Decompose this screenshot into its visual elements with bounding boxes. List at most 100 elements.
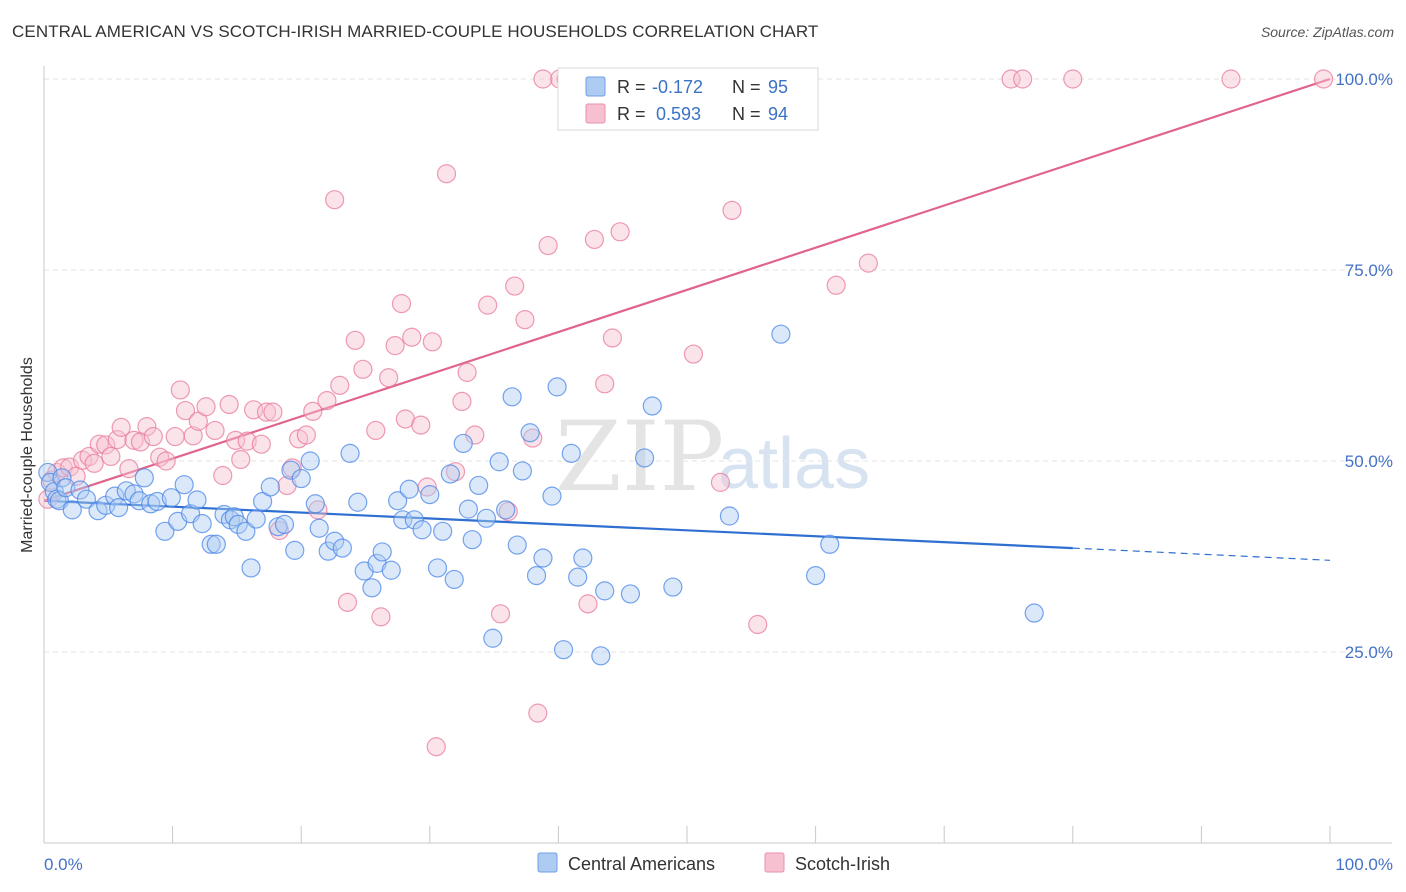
point-central-americans: [108, 498, 129, 518]
point-central-americans: [318, 541, 338, 561]
point-scotch-irish: [156, 451, 176, 471]
point-central-americans: [568, 567, 588, 587]
point-central-americans: [388, 491, 408, 511]
point-central-americans: [155, 521, 175, 541]
watermark: ZIP atlas: [555, 401, 870, 513]
legend-r-value-central-americans: -0.172: [652, 77, 703, 97]
point-scotch-irish: [1221, 69, 1241, 89]
legend-r-label: R =: [617, 104, 646, 124]
point-scotch-irish: [533, 69, 553, 89]
point-scotch-irish: [317, 391, 337, 411]
point-central-americans: [381, 560, 401, 580]
point-central-americans: [291, 468, 311, 489]
point-scotch-irish: [337, 592, 358, 612]
point-central-americans: [404, 510, 424, 530]
point-central-americans: [147, 491, 167, 512]
point-scotch-irish: [237, 431, 257, 451]
point-central-americans: [309, 518, 329, 538]
point-scotch-irish: [595, 374, 615, 394]
point-central-americans: [332, 538, 352, 558]
point-central-americans: [236, 521, 256, 541]
point-central-americans: [161, 488, 181, 508]
point-central-americans: [372, 542, 392, 562]
point-scotch-irish: [426, 737, 446, 757]
point-central-americans: [174, 475, 194, 495]
point-central-americans: [274, 514, 295, 535]
point-scotch-irish: [748, 614, 768, 635]
point-scotch-irish: [683, 344, 704, 364]
legend-n-value-scotch-irish: 94: [768, 104, 788, 124]
point-scotch-irish: [490, 604, 511, 624]
point-scotch-irish: [170, 380, 190, 400]
point-scotch-irish: [578, 594, 598, 614]
point-central-americans: [56, 478, 76, 498]
point-scotch-irish: [411, 415, 431, 435]
point-central-americans: [362, 578, 382, 598]
point-scotch-irish: [371, 607, 391, 627]
point-scotch-irish: [205, 420, 225, 441]
point-central-americans: [526, 565, 547, 586]
point-central-americans: [440, 464, 460, 484]
point-central-americans: [420, 485, 440, 505]
point-scotch-irish: [505, 276, 525, 296]
point-scotch-irish: [96, 435, 116, 455]
point-scotch-irish: [1013, 69, 1033, 89]
point-central-americans: [520, 423, 540, 443]
point-scotch-irish: [710, 472, 731, 492]
point-central-americans: [241, 558, 261, 578]
point-scotch-irish: [165, 426, 185, 447]
point-central-americans: [116, 481, 136, 501]
point-scotch-irish: [391, 294, 412, 314]
point-scotch-irish: [610, 222, 630, 242]
y-tick-label: 25.0%: [1345, 643, 1393, 662]
point-central-americans: [348, 492, 368, 512]
point-central-americans: [469, 475, 489, 496]
point-scotch-irish: [213, 465, 233, 486]
series-label-central-americans: Central Americans: [568, 854, 715, 874]
point-scotch-irish: [251, 434, 271, 454]
point-central-americans: [533, 548, 553, 568]
point-scotch-irish: [1313, 69, 1334, 89]
point-scotch-irish: [107, 430, 127, 450]
point-central-americans: [483, 628, 503, 648]
point-central-americans: [634, 448, 655, 468]
watermark-atlas: atlas: [718, 424, 870, 504]
point-scotch-irish: [584, 229, 605, 250]
point-scotch-irish: [143, 426, 163, 447]
source-credit: Source: ZipAtlas.com: [1260, 24, 1394, 40]
point-central-americans: [134, 468, 154, 488]
point-central-americans: [642, 396, 662, 416]
point-central-americans: [105, 486, 125, 506]
point-scotch-irish: [538, 235, 558, 256]
point-central-americans: [340, 443, 360, 463]
point-central-americans: [458, 499, 478, 519]
point-scotch-irish: [1001, 69, 1021, 89]
point-scotch-irish: [858, 253, 878, 273]
point-scotch-irish: [101, 446, 121, 467]
point-central-americans: [547, 377, 567, 397]
point-central-americans: [502, 387, 522, 407]
point-central-americans: [561, 443, 581, 463]
point-central-americans: [76, 489, 97, 509]
tick-labels: 25.0% 50.0% 75.0% 100.0% 0.0% 100.0%: [44, 70, 1393, 874]
chart-title: CENTRAL AMERICAN VS SCOTCH-IRISH MARRIED…: [12, 22, 819, 41]
point-scotch-irish: [515, 310, 535, 330]
point-scotch-irish: [457, 362, 477, 382]
point-central-americans: [620, 584, 641, 604]
point-scotch-irish: [256, 402, 277, 422]
trend-lines: [43, 77, 1331, 561]
legend-swatch-central-americans: [585, 76, 606, 97]
point-scotch-irish: [1063, 69, 1083, 89]
point-central-americans: [507, 535, 527, 555]
point-central-americans: [820, 534, 840, 554]
point-central-americans: [62, 500, 82, 520]
point-central-americans: [476, 508, 496, 528]
x-tick-label: 100.0%: [1335, 855, 1393, 874]
series-label-scotch-irish: Scotch-Irish: [795, 854, 890, 874]
point-scotch-irish: [119, 459, 139, 479]
point-central-americans: [1024, 603, 1044, 623]
y-tick-label: 75.0%: [1345, 261, 1393, 280]
point-scotch-irish: [183, 426, 203, 446]
point-central-americans: [496, 500, 516, 520]
